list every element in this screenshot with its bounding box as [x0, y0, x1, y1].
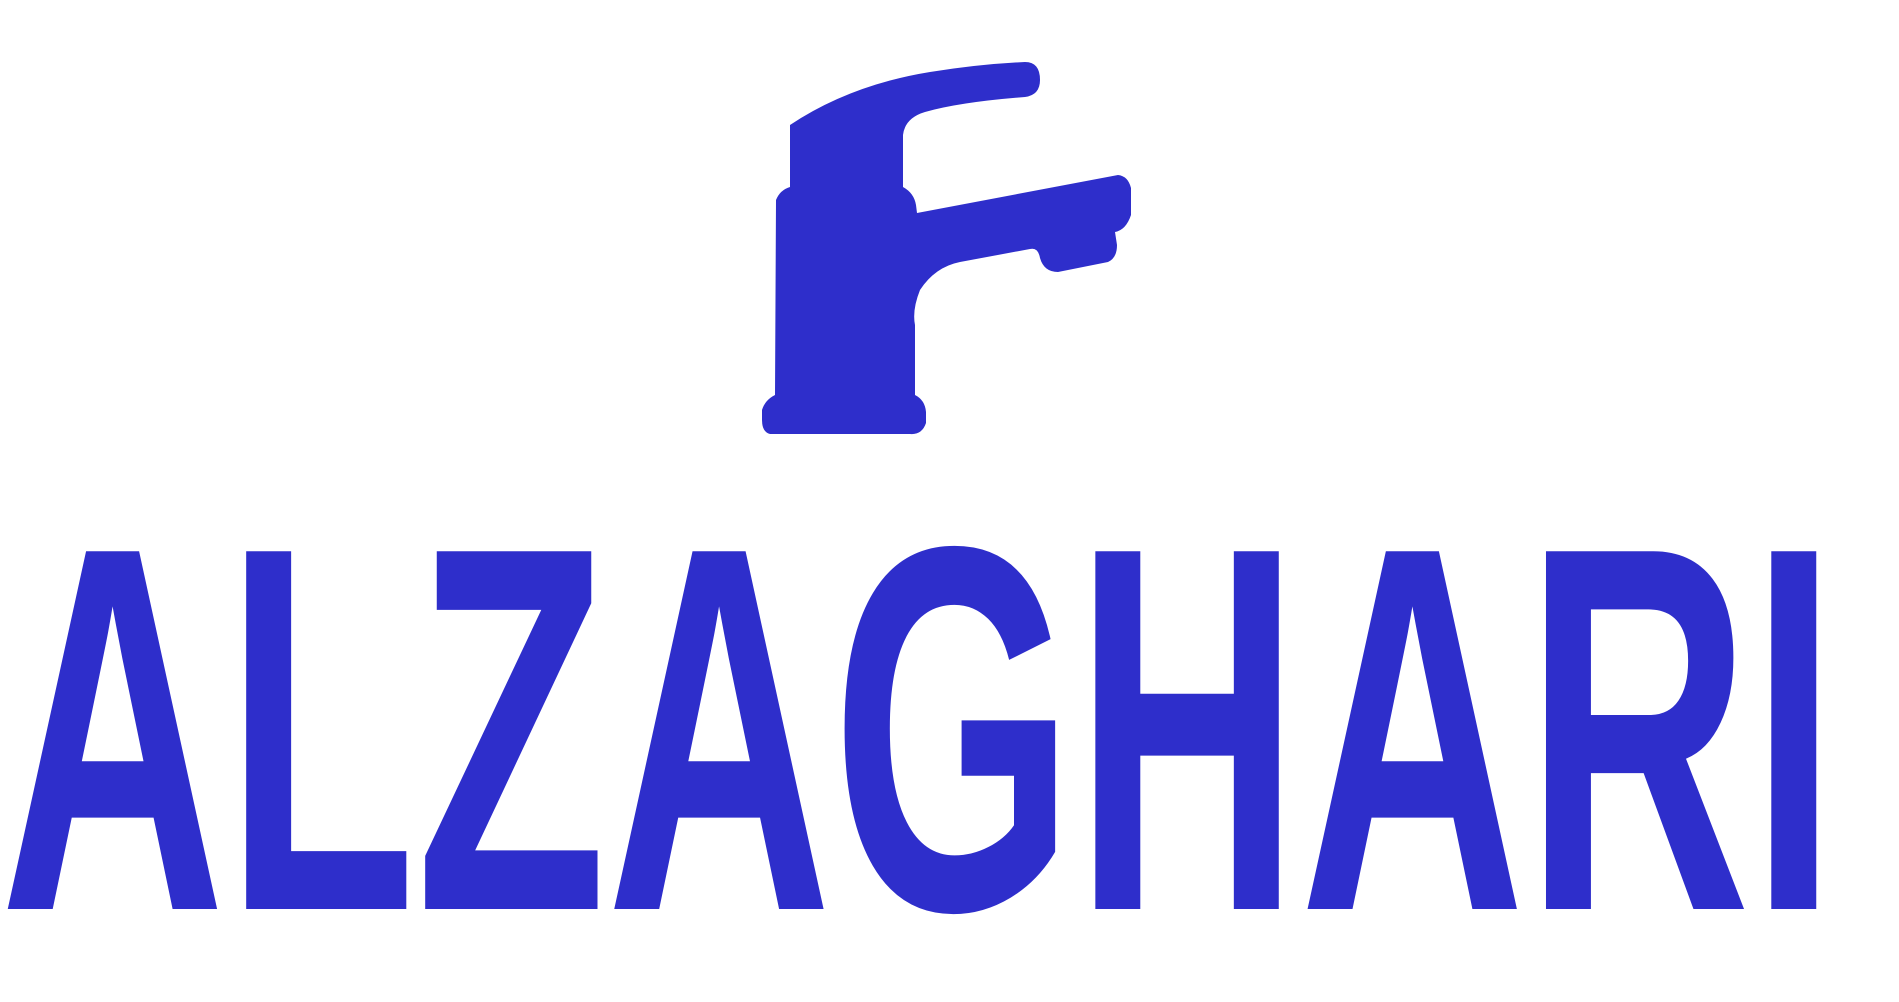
faucet-icon [762, 62, 1131, 435]
brand-wordmark: ALZAGHARI [0, 525, 1838, 935]
brand-wordmark-container: ALZAGHARI [0, 525, 1899, 935]
